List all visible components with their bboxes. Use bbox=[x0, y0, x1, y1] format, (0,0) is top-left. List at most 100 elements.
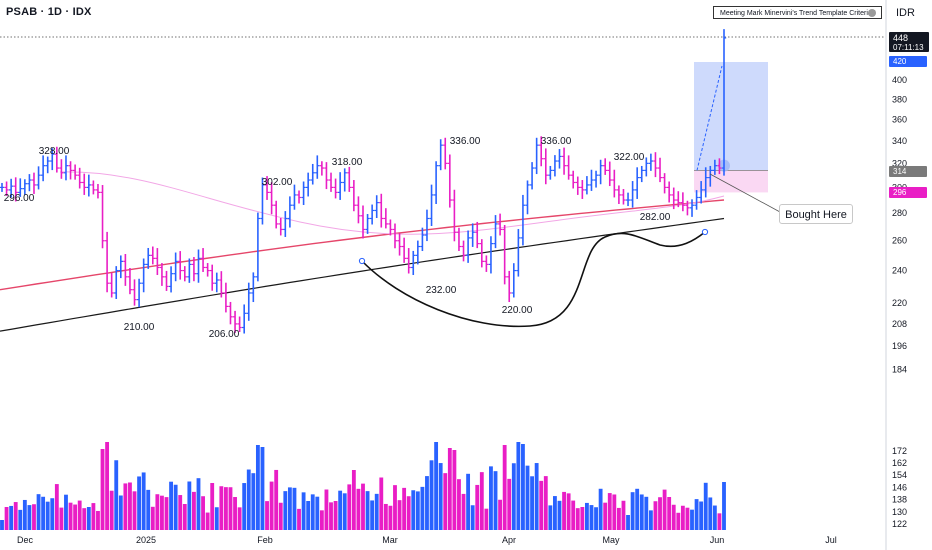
status-dot-icon bbox=[868, 9, 876, 17]
volume-bar bbox=[461, 493, 466, 530]
volume-bar bbox=[237, 507, 242, 530]
volume-bar bbox=[192, 491, 196, 530]
volume-bar bbox=[342, 493, 347, 530]
volume-bar bbox=[246, 469, 251, 530]
volume-bar bbox=[580, 507, 585, 530]
volume-bar bbox=[717, 513, 722, 530]
volume-bar bbox=[59, 507, 64, 530]
volume-bar bbox=[630, 492, 635, 530]
currency-label[interactable]: IDR bbox=[896, 7, 915, 19]
volume-bar bbox=[45, 501, 50, 530]
y-axis[interactable]: 1841962082202402602803003203403603804004… bbox=[892, 57, 907, 529]
volume-bar bbox=[64, 494, 68, 530]
price-label: 296.00 bbox=[4, 193, 35, 204]
volume-bar bbox=[132, 491, 137, 530]
volume-bar bbox=[699, 501, 704, 530]
trend-template-indicator[interactable]: Meeting Mark Minervini's Trend Template … bbox=[713, 6, 882, 19]
entry-price-tag-bg bbox=[889, 166, 927, 177]
volume-bar bbox=[9, 505, 14, 530]
bought-here-callout[interactable]: Bought Here bbox=[779, 204, 853, 224]
volume-bar bbox=[178, 495, 183, 530]
volume-bar bbox=[694, 499, 699, 530]
volume-bar bbox=[22, 499, 27, 530]
price-label: 336.00 bbox=[541, 136, 572, 147]
volume-bar bbox=[388, 505, 393, 530]
volume-bar bbox=[562, 491, 566, 530]
volume-bar bbox=[86, 507, 91, 530]
volume-bar bbox=[539, 480, 544, 530]
volume-bar bbox=[137, 476, 142, 530]
volume-bar bbox=[292, 487, 297, 530]
volume-bar bbox=[653, 501, 658, 530]
volume-bar bbox=[667, 497, 672, 530]
last-price-tag-bg bbox=[889, 32, 929, 52]
volume-bar bbox=[356, 488, 361, 530]
volume-bar bbox=[27, 505, 32, 530]
price-label: 328.00 bbox=[39, 146, 70, 157]
ma-black-line bbox=[0, 217, 725, 332]
ma-pink-line bbox=[59, 171, 725, 235]
volume-bar bbox=[223, 487, 228, 530]
volume-bars bbox=[0, 442, 726, 530]
ohlc-bars bbox=[0, 29, 727, 334]
volume-bar bbox=[32, 504, 36, 530]
volume-bar bbox=[708, 497, 713, 530]
volume-bar bbox=[607, 493, 612, 530]
volume-bar bbox=[493, 471, 498, 530]
volume-bar bbox=[530, 476, 534, 530]
volume-bar bbox=[557, 500, 562, 530]
volume-bar bbox=[269, 481, 274, 530]
volume-bar bbox=[77, 500, 82, 530]
volume-bar bbox=[242, 483, 247, 530]
stop-price-tag-bg bbox=[889, 187, 927, 198]
volume-bar bbox=[415, 491, 420, 530]
volume-bar bbox=[36, 494, 41, 530]
volume-bar bbox=[680, 505, 685, 530]
volume-bar bbox=[274, 469, 279, 530]
volume-bar bbox=[393, 485, 397, 530]
countdown-tag: 07:11:13 bbox=[893, 43, 924, 52]
volume-bar bbox=[397, 500, 402, 530]
y-tick-label: 184 bbox=[892, 365, 907, 375]
volume-bar bbox=[361, 483, 365, 530]
volume-bar bbox=[187, 481, 192, 530]
volume-bar bbox=[411, 490, 416, 530]
volume-bar bbox=[658, 497, 662, 530]
volume-bar bbox=[443, 473, 448, 530]
y-tick-label: 380 bbox=[892, 94, 907, 104]
x-tick-label: Jun bbox=[710, 535, 725, 545]
x-axis[interactable]: Dec 2025 Feb Mar Apr May Jun Jul bbox=[17, 535, 837, 545]
price-label: 318.00 bbox=[332, 157, 363, 168]
volume-bar bbox=[265, 501, 269, 530]
volume-bar bbox=[452, 450, 457, 530]
volume-bar bbox=[484, 508, 489, 530]
volume-bar bbox=[123, 483, 128, 530]
volume-bar bbox=[319, 510, 324, 530]
volume-tick-label: 162 bbox=[892, 458, 907, 468]
volume-bar bbox=[118, 495, 123, 530]
symbol-title[interactable]: PSAB · 1D · IDX bbox=[6, 6, 92, 18]
volume-bar bbox=[626, 515, 630, 530]
target-price-tag: 420 bbox=[893, 57, 907, 66]
volume-bar bbox=[278, 502, 283, 530]
y-tick-label: 220 bbox=[892, 298, 907, 308]
volume-tick-label: 130 bbox=[892, 507, 907, 517]
volume-bar bbox=[516, 442, 521, 530]
volume-bar bbox=[402, 487, 407, 530]
volume-bar bbox=[644, 496, 649, 530]
volume-bar bbox=[662, 489, 667, 530]
volume-bar bbox=[639, 494, 644, 530]
stop-price-tag: 296 bbox=[893, 188, 907, 197]
callout-line bbox=[709, 173, 781, 213]
position-tool[interactable] bbox=[694, 62, 768, 193]
volume-bar bbox=[0, 520, 4, 530]
cup-drawing[interactable] bbox=[358, 228, 709, 328]
volume-bar bbox=[128, 482, 132, 530]
volume-bar bbox=[502, 445, 507, 530]
volume-bar bbox=[685, 507, 690, 530]
volume-bar bbox=[566, 493, 571, 530]
volume-bar bbox=[301, 492, 306, 530]
volume-bar bbox=[315, 496, 320, 530]
